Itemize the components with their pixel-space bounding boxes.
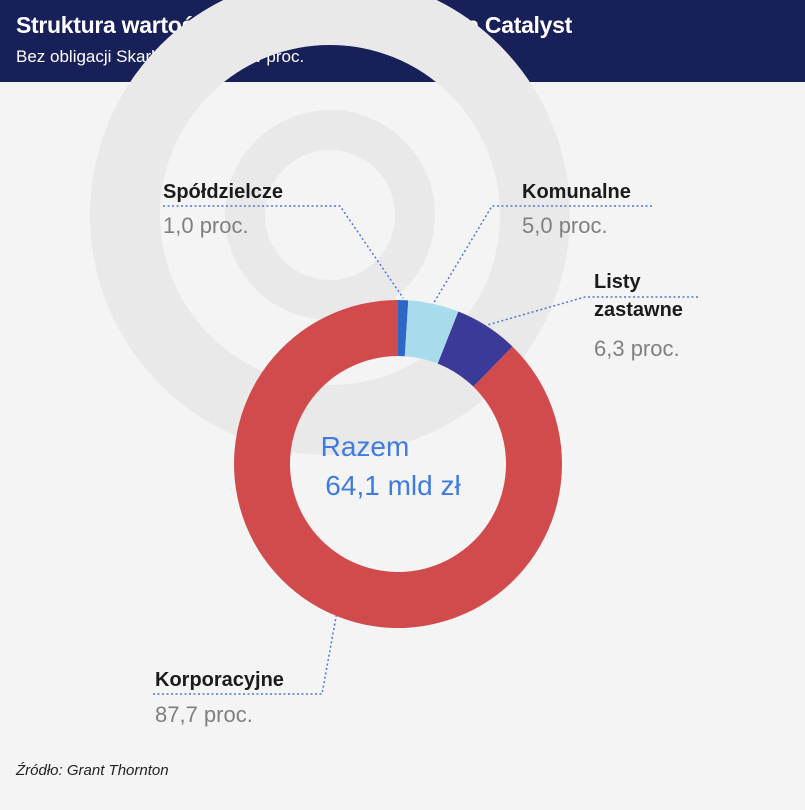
value-korporacyjne: 87,7 proc. — [155, 702, 253, 727]
center-label: Razem 64,1 mld zł — [321, 431, 462, 501]
watermark-logo — [90, 0, 570, 455]
leader-line-listy-zastawne — [488, 296, 698, 326]
value-spoldzielcze: 1,0 proc. — [163, 213, 249, 238]
label-spoldzielcze: Spółdzielcze — [163, 181, 283, 203]
source-note: Źródło: Grant Thornton — [16, 762, 169, 779]
slice-labels: Spółdzielcze 1,0 proc. Komunalne 5,0 proc. L… — [155, 181, 683, 727]
value-listy-zastawne: 6,3 proc. — [594, 336, 680, 361]
leader-line-spoldzielcze — [163, 205, 404, 299]
label-komunalne: Komunalne — [522, 181, 631, 203]
leader-lines — [153, 205, 698, 695]
center-label-total-title: Razem — [321, 431, 410, 462]
value-komunalne: 5,0 proc. — [522, 213, 608, 238]
leader-line-korporacyjne — [153, 615, 337, 695]
slice-komunalne — [404, 300, 459, 364]
slice-listy-zastawne — [437, 311, 513, 387]
slice-spoldzielcze — [398, 300, 409, 357]
leader-line-komunalne — [433, 205, 652, 303]
label-korporacyjne: Korporacyjne — [155, 669, 284, 691]
slice-korporacyjne — [233, 300, 562, 628]
center-label-total-value: 64,1 mld zł — [325, 470, 461, 501]
label-listy-zastawne: Listy zastawne — [594, 271, 683, 321]
donut-slices — [233, 300, 562, 628]
